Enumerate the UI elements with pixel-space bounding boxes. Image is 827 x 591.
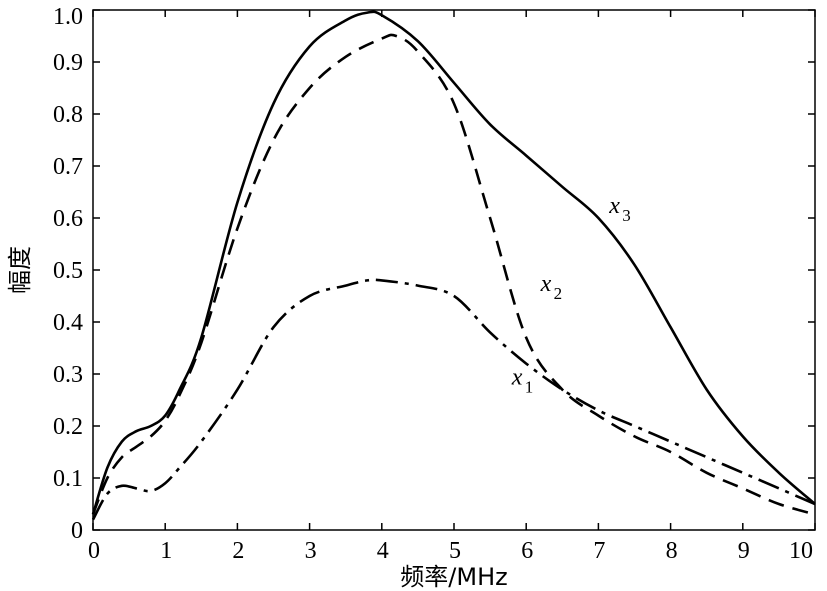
x-axis-ticks: 0 1 2 3 4 5 6 7 8 9 10 [88,10,816,564]
series-label-text: x [540,271,552,297]
x-tick-label: 5 [449,538,461,564]
x-tick-label: 9 [738,538,750,564]
x-tick-label: 1 [160,538,172,564]
y-axis-label: 幅度 [6,246,34,294]
y-tick-label: 0.5 [53,258,83,284]
series-label-subscript: 2 [554,284,563,303]
y-tick-label: 0.6 [53,206,83,232]
series-line-x2 [91,33,816,516]
x-tick-label: 8 [666,538,678,564]
x-tick-label: 7 [593,538,605,564]
y-tick-label: 1.0 [53,4,83,30]
x-tick-label: 4 [377,538,389,564]
x-axis-label: 频率/MHz [400,563,507,591]
x-tick-label: 2 [232,538,244,564]
series-line-x1 [91,278,816,521]
x-tick-label: 0 [88,538,100,564]
y-tick-label: 0.9 [53,50,83,76]
y-tick-label: 0.3 [53,362,83,388]
x-tick-label: 3 [305,538,317,564]
series-lines [91,10,816,521]
series-label-text: x [511,364,523,390]
series-line-x3 [91,10,816,515]
x-tick-label: 10 [789,538,813,564]
series-label-subscript: 1 [525,377,534,396]
series-label-subscript: 3 [622,206,631,225]
plot-frame [92,9,816,531]
series-label-text: x [608,193,620,219]
y-axis-ticks: 0 0.1 0.2 0.3 0.4 0.5 0.6 0.7 0.8 0.9 1.0 [53,4,815,544]
y-tick-label: 0 [71,518,83,544]
y-tick-label: 0.2 [53,414,83,440]
y-tick-label: 0.7 [53,154,83,180]
y-tick-label: 0.1 [53,466,83,492]
y-tick-label: 0.8 [53,102,83,128]
series-labels: x 3x 2x 1 [511,193,631,397]
x-tick-label: 6 [521,538,533,564]
y-tick-label: 0.4 [53,310,83,336]
